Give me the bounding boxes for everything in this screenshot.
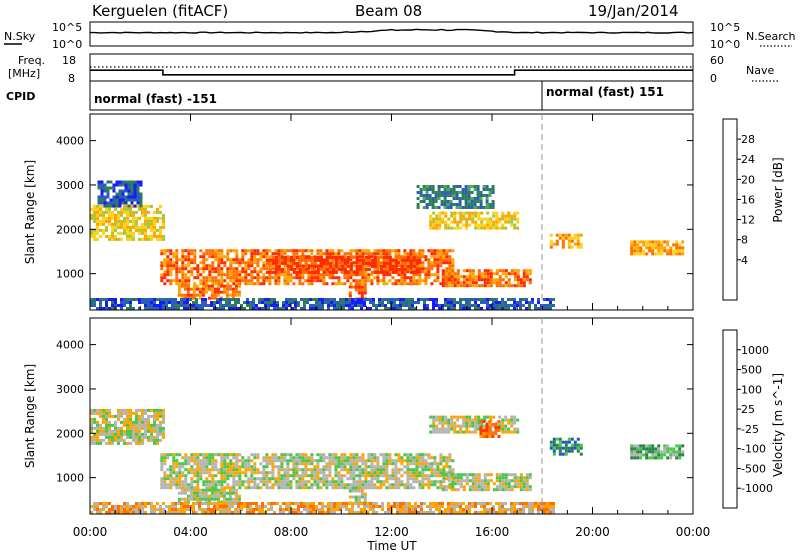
power-region-4 <box>265 255 419 274</box>
power-colorbar-tick-6: 8 <box>741 234 748 247</box>
velocity-colorbar-tick-3: 100 <box>741 383 762 396</box>
velocity-colorbar-tick-6: -100 <box>741 443 766 456</box>
noise-left-tick-top: 10^5 <box>52 21 82 34</box>
power-ytick-3: 2000 <box>56 223 84 236</box>
power-region-1 <box>90 204 165 241</box>
noise-right-tick-top: 10^5 <box>710 21 740 34</box>
cpid-segment-2: normal (fast) 151 <box>546 85 664 99</box>
velocity-region-3 <box>177 488 241 504</box>
freq-left-tick-bottom: 8 <box>68 72 75 85</box>
noise-sky-trace <box>90 28 694 34</box>
freq-label-line2: [MHz] <box>8 67 40 80</box>
velocity-region-10 <box>90 502 555 514</box>
velocity-colorbar-tick-8: -1000 <box>741 482 773 495</box>
velocity-colorbar-label: Velocity [m s^-1] <box>771 373 785 477</box>
x-tick-5: 16:00 <box>475 525 510 539</box>
power-region-7 <box>429 211 520 230</box>
velocity-ytick-2: 3000 <box>56 383 84 396</box>
freq-panel: Freq. [MHz] 18 8 60 0 Nave <box>8 53 780 85</box>
date-title: 19/Jan/2014 <box>588 2 679 20</box>
velocity-colorbar-tick-5: -25 <box>741 423 759 436</box>
noise-panel-frame <box>89 21 694 47</box>
power-region-5 <box>177 284 241 300</box>
power-colorbar-tick-4: 16 <box>741 193 755 206</box>
beam-title: Beam 08 <box>355 2 422 20</box>
power-colorbar-tick-7: 4 <box>741 254 748 267</box>
x-axis: 00:00 04:00 08:00 12:00 16:00 20:00 00:00 <box>73 114 711 539</box>
velocity-colorbar-tick-2: 500 <box>741 364 762 377</box>
freq-trace <box>90 69 693 76</box>
power-colorbar-label: Power [dB] <box>771 157 785 222</box>
x-tick-3: 08:00 <box>274 525 309 539</box>
velocity-region-4 <box>348 486 367 505</box>
velocity-ytick-4: 1000 <box>56 472 84 485</box>
velocity-region-7 <box>549 437 583 456</box>
velocity-colorbar-tick-1: 1000 <box>741 344 769 357</box>
power-region-2 <box>97 180 143 208</box>
velocity-region-6 <box>441 473 532 492</box>
power-region-8 <box>416 185 495 209</box>
power-colorbar-tick-5: 12 <box>741 214 755 227</box>
noise-search-label: N.Search <box>746 30 796 43</box>
noise-panel: N.Sky 10^5 10^0 10^5 10^0 N.Search <box>4 21 796 51</box>
freq-label-line1: Freq. <box>18 54 45 67</box>
power-ylabel: Slant Range [km] <box>23 160 37 264</box>
power-region-10 <box>549 233 583 249</box>
power-colorbar-tick-2: 24 <box>741 153 755 166</box>
power-colorbar-tick-3: 20 <box>741 173 755 186</box>
x-tick-7: 00:00 <box>676 525 711 539</box>
power-colorbar-tick-1: 28 <box>741 133 755 146</box>
station-title: Kerguelen (fitACF) <box>92 2 228 20</box>
power-region-9 <box>441 269 532 288</box>
velocity-region-8 <box>630 444 685 460</box>
nave-tick-top: 60 <box>710 54 724 67</box>
freq-left-tick-top: 18 <box>62 54 76 67</box>
velocity-colorbar-tick-7: -500 <box>741 462 766 475</box>
nave-tick-bottom: 0 <box>710 72 717 85</box>
nave-label: Nave <box>746 64 774 77</box>
velocity-region-5 <box>429 415 520 434</box>
x-tick-6: 20:00 <box>575 525 610 539</box>
cpid-panel: CPID normal (fast) -151 normal (fast) 15… <box>6 80 694 111</box>
velocity-colorbar-tick-4: 25 <box>741 403 755 416</box>
velocity-region-9 <box>479 420 501 438</box>
cpid-label: CPID <box>6 90 35 103</box>
power-region-11 <box>630 240 685 256</box>
power-ytick-2: 3000 <box>56 179 84 192</box>
velocity-ylabel: Slant Range [km] <box>23 364 37 468</box>
power-region-12 <box>90 298 555 310</box>
cpid-segment-1: normal (fast) -151 <box>94 92 217 106</box>
noise-sky-label: N.Sky <box>4 30 36 43</box>
power-ytick-4: 1000 <box>56 268 84 281</box>
power-panel: 4000 3000 2000 1000 Slant Range [km] 28 24 20… <box>23 113 785 311</box>
velocity-ytick-1: 4000 <box>56 339 84 352</box>
x-axis-label: Time UT <box>366 539 417 553</box>
power-ytick-1: 4000 <box>56 135 84 148</box>
velocity-region-1 <box>90 408 165 445</box>
velocity-region-2 <box>160 453 455 490</box>
x-tick-1: 00:00 <box>73 525 108 539</box>
x-tick-2: 04:00 <box>173 525 208 539</box>
noise-right-tick-bottom: 10^0 <box>710 38 740 51</box>
noise-left-tick-bottom: 10^0 <box>52 38 82 51</box>
x-tick-4: 12:00 <box>374 525 409 539</box>
velocity-ytick-3: 2000 <box>56 427 84 440</box>
velocity-panel: 4000 3000 2000 1000 Slant Range [km] 1000 50… <box>23 317 785 515</box>
